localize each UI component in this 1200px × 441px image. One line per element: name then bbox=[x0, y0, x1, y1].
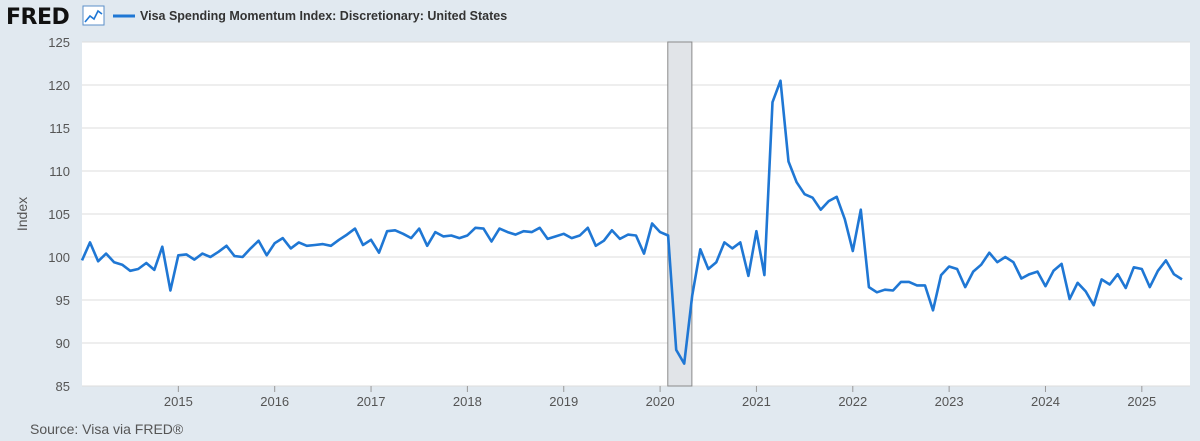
legend-label[interactable]: Visa Spending Momentum Index: Discretion… bbox=[140, 9, 507, 23]
y-axis-ticks: 85 90 95 100 105 110 115 120 125 bbox=[48, 35, 70, 394]
y-axis-label: Index bbox=[14, 197, 30, 231]
x-tick-label: 2020 bbox=[646, 394, 675, 409]
gridlines bbox=[82, 41, 1190, 387]
x-tick-label: 2022 bbox=[838, 394, 867, 409]
y-tick-label: 85 bbox=[56, 379, 70, 394]
y-tick-label: 125 bbox=[48, 35, 70, 50]
x-tick-label: 2019 bbox=[549, 394, 578, 409]
x-axis-ticks: 2015 2016 2017 2018 2019 2020 2021 2022 2023 2024… bbox=[164, 386, 1156, 409]
x-tick-label: 2025 bbox=[1127, 394, 1156, 409]
source-note: Source: Visa via FRED® bbox=[30, 421, 184, 437]
y-tick-label: 95 bbox=[56, 293, 70, 308]
y-tick-label: 115 bbox=[49, 121, 70, 136]
y-tick-label: 90 bbox=[56, 336, 70, 351]
series-line[interactable] bbox=[80, 79, 1183, 365]
x-tick-label: 2015 bbox=[164, 394, 193, 409]
fred-logo[interactable]: FRED bbox=[6, 5, 70, 30]
y-tick-label: 110 bbox=[49, 164, 70, 179]
y-tick-label: 105 bbox=[48, 207, 70, 222]
chart-line-icon bbox=[82, 5, 105, 26]
x-tick-label: 2017 bbox=[357, 394, 386, 409]
x-tick-label: 2021 bbox=[742, 394, 771, 409]
x-tick-label: 2018 bbox=[453, 394, 482, 409]
x-tick-label: 2016 bbox=[260, 394, 289, 409]
x-tick-label: 2023 bbox=[935, 394, 964, 409]
y-tick-label: 120 bbox=[48, 78, 70, 93]
y-tick-label: 100 bbox=[48, 250, 70, 265]
x-tick-label: 2024 bbox=[1031, 394, 1060, 409]
